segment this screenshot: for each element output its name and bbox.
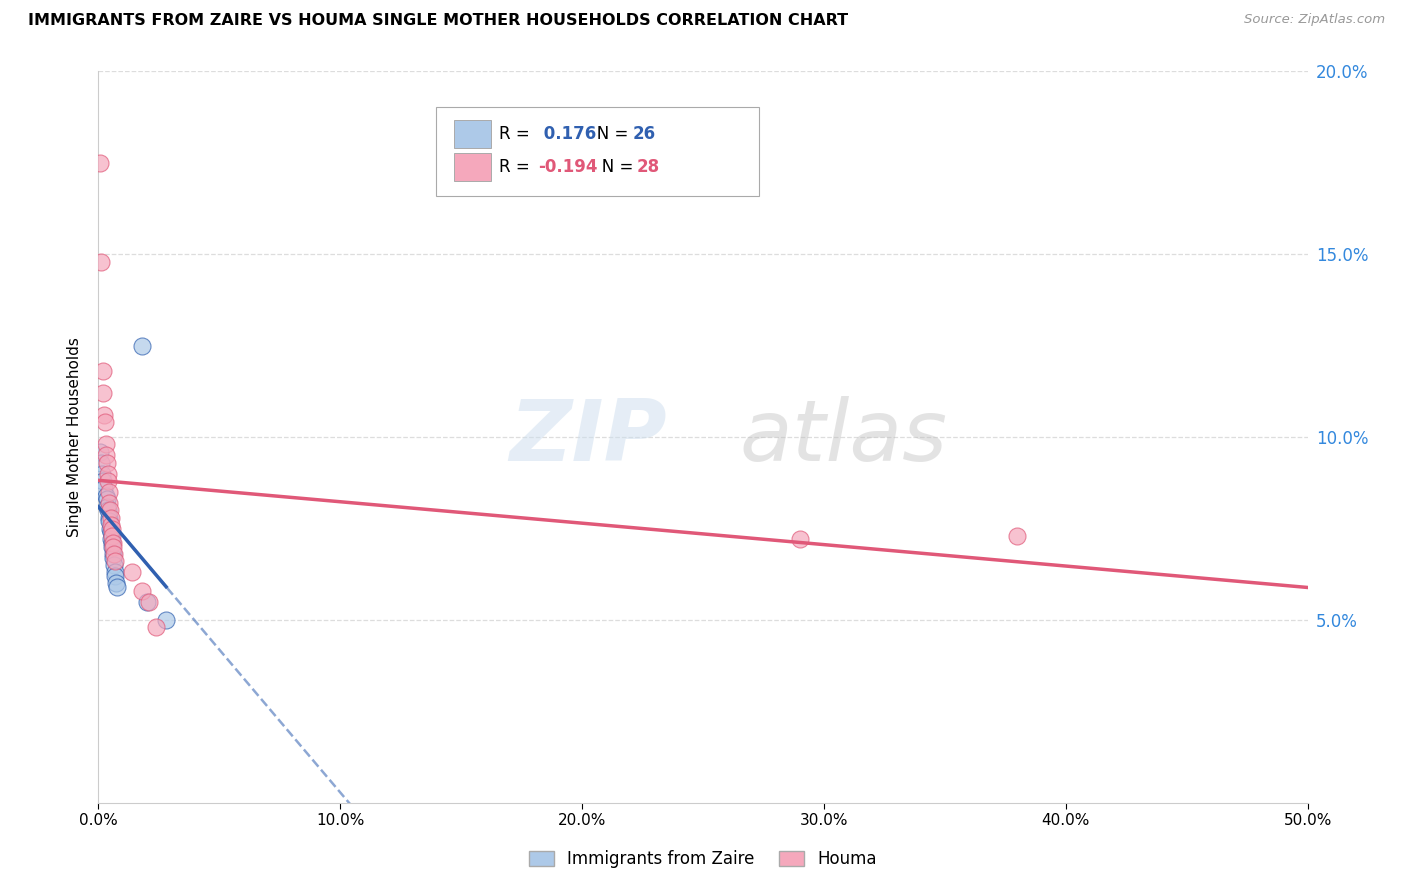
Point — [100, 510, 122, 524]
Point — [96, 456, 118, 470]
Point — [97, 485, 120, 500]
Point — [155, 613, 177, 627]
Legend: Immigrants from Zaire, Houma: Immigrants from Zaire, Houma — [522, 844, 884, 875]
Point — [104, 569, 127, 583]
Point — [131, 338, 153, 352]
Point — [101, 540, 124, 554]
Point — [98, 514, 121, 528]
Point — [97, 474, 120, 488]
Point — [103, 540, 125, 554]
Point — [104, 576, 127, 591]
Point — [105, 580, 128, 594]
Point — [103, 547, 125, 561]
Point — [103, 550, 125, 565]
Point — [91, 386, 114, 401]
Point — [90, 456, 112, 470]
Point — [100, 525, 122, 540]
Point — [789, 533, 811, 547]
Point — [131, 583, 153, 598]
Text: IMMIGRANTS FROM ZAIRE VS HOUMA SINGLE MOTHER HOUSEHOLDS CORRELATION CHART: IMMIGRANTS FROM ZAIRE VS HOUMA SINGLE MO… — [28, 13, 848, 29]
Point — [89, 156, 111, 170]
Point — [104, 554, 127, 568]
Point — [135, 594, 157, 608]
Point — [93, 408, 115, 422]
Point — [96, 500, 118, 514]
Point — [103, 558, 125, 573]
Point — [94, 489, 117, 503]
Point — [1007, 529, 1029, 543]
Y-axis label: Single Mother Households: Single Mother Households — [67, 337, 83, 537]
Point — [97, 467, 120, 481]
Point — [101, 536, 124, 550]
Text: -0.194: -0.194 — [538, 158, 598, 176]
Point — [145, 620, 167, 634]
Point — [94, 416, 117, 430]
Text: N =: N = — [581, 125, 633, 143]
Text: ZIP: ZIP — [509, 395, 666, 479]
Point — [96, 492, 118, 507]
Point — [100, 536, 122, 550]
Point — [98, 496, 121, 510]
Text: atlas: atlas — [740, 395, 948, 479]
Text: R =: R = — [499, 125, 536, 143]
Point — [94, 437, 117, 451]
Point — [100, 533, 122, 547]
Text: 28: 28 — [637, 158, 659, 176]
Point — [91, 364, 114, 378]
Point — [138, 594, 160, 608]
Text: Source: ZipAtlas.com: Source: ZipAtlas.com — [1244, 13, 1385, 27]
Point — [91, 474, 114, 488]
Text: N =: N = — [586, 158, 638, 176]
Point — [100, 521, 122, 535]
Point — [98, 521, 121, 535]
Point — [101, 529, 124, 543]
Point — [100, 517, 122, 532]
Point — [91, 467, 114, 481]
Point — [98, 503, 121, 517]
Point — [104, 566, 127, 580]
Point — [97, 510, 120, 524]
Point — [89, 444, 111, 458]
Point — [121, 566, 143, 580]
Text: 0.176: 0.176 — [538, 125, 596, 143]
Point — [101, 547, 124, 561]
Text: R =: R = — [499, 158, 536, 176]
Point — [93, 481, 115, 495]
Point — [96, 448, 118, 462]
Point — [97, 503, 120, 517]
Point — [90, 254, 112, 268]
Text: 26: 26 — [633, 125, 655, 143]
